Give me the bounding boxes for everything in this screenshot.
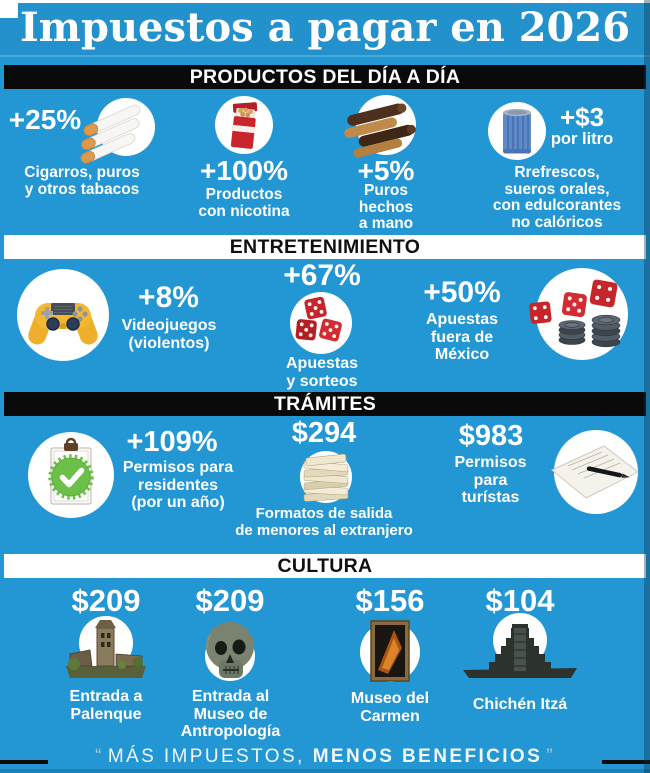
paper-and-pen-icon — [546, 430, 641, 514]
tax-value-apuestas: +67% — [283, 259, 361, 292]
cigarettes-icon — [78, 98, 158, 170]
item-label-puros: Puros hechos a mano — [358, 182, 414, 233]
top-white-strip — [0, 0, 650, 3]
soda-can-icon — [487, 100, 547, 162]
tax-value-refrescos: +$3 — [559, 102, 605, 132]
item-label-antropologia: Entrada al Museo de Antropología — [180, 688, 281, 741]
paper-stack-icon — [295, 447, 357, 505]
item-label-menores: Formatos de salida de menores al extranj… — [235, 505, 413, 539]
right-edge-shade — [644, 0, 650, 773]
game-controller-icon — [17, 269, 109, 361]
item-label-chichen: Chichén Itzá — [472, 696, 568, 713]
tax-value-turistas: $983 — [458, 420, 524, 452]
tax-value-puros: +5% — [357, 155, 415, 186]
red-dice-icon — [290, 292, 352, 354]
close-quote: ” — [546, 746, 555, 767]
footer-right-line — [602, 760, 650, 764]
clipboard-check-icon — [28, 432, 114, 518]
palenque-ruins-icon — [64, 616, 148, 684]
tax-value-carmen: $156 — [355, 583, 425, 618]
page-title: Impuestos a pagar en 2026 — [19, 4, 631, 51]
section-header-cultura: CULTURA — [4, 554, 646, 578]
item-label-refrescos: Rrefrescos, sueros orales, con edulcoran… — [492, 164, 622, 232]
tax-unit-refrescos: por litro — [550, 130, 614, 148]
item-label-apuestas-fuera: Apuestas fuera de México — [425, 311, 499, 364]
bottom-edge-shade — [0, 769, 650, 773]
title-band: Impuestos a pagar en 2026 — [0, 0, 650, 57]
footer-quote-part2: MENOS BENEFICIOS — [312, 746, 543, 767]
footer-left-line — [0, 760, 48, 764]
tax-value-antropologia: $209 — [195, 583, 265, 618]
section-header-tramites: TRÁMITES — [4, 392, 646, 416]
item-label-residentes: Permisos para residentes (por un año) — [122, 459, 234, 512]
item-label-palenque: Entrada a Palenque — [69, 688, 143, 723]
tax-value-apuestas-fuera: +50% — [423, 276, 501, 309]
section-header-productos: PRODUCTOS DEL DÍA A DÍA — [4, 65, 646, 89]
skull-icon — [199, 618, 261, 682]
dice-and-chips-icon — [529, 266, 630, 362]
tax-value-videojuegos: +8% — [138, 281, 199, 314]
tax-value-chichen: $104 — [485, 583, 555, 618]
open-quote: “ — [95, 746, 104, 767]
tax-value-menores: $294 — [291, 417, 357, 449]
framed-painting-icon — [358, 618, 422, 686]
item-label-apuestas: Apuestas y sorteos — [285, 355, 359, 390]
footer-quote: “ MÁS IMPUESTOS, MENOS BENEFICIOS ” — [0, 746, 650, 768]
item-label-videojuegos: Videojuegos (violentos) — [121, 317, 217, 352]
item-label-nicotina: Productos con nicotina — [198, 186, 290, 221]
cigars-icon — [342, 94, 418, 162]
cigarette-pack-icon — [215, 96, 273, 154]
item-label-carmen: Museo del Carmen — [350, 690, 430, 725]
item-label-turistas: Permisos para turístas — [454, 454, 527, 507]
section-header-entretenimiento: ENTRETENIMIENTO — [4, 235, 646, 259]
tax-value-nicotina: +100% — [200, 155, 288, 186]
tax-value-palenque: $209 — [71, 583, 141, 618]
pyramid-icon — [461, 612, 579, 686]
footer-quote-part1: MÁS IMPUESTOS, — [107, 746, 305, 767]
tax-value-cigarros: +25% — [8, 104, 82, 135]
corner-white-square — [0, 0, 18, 18]
item-label-cigarros: Cigarros, puros y otros tabacos — [24, 164, 140, 199]
tax-value-residentes: +109% — [126, 426, 218, 458]
